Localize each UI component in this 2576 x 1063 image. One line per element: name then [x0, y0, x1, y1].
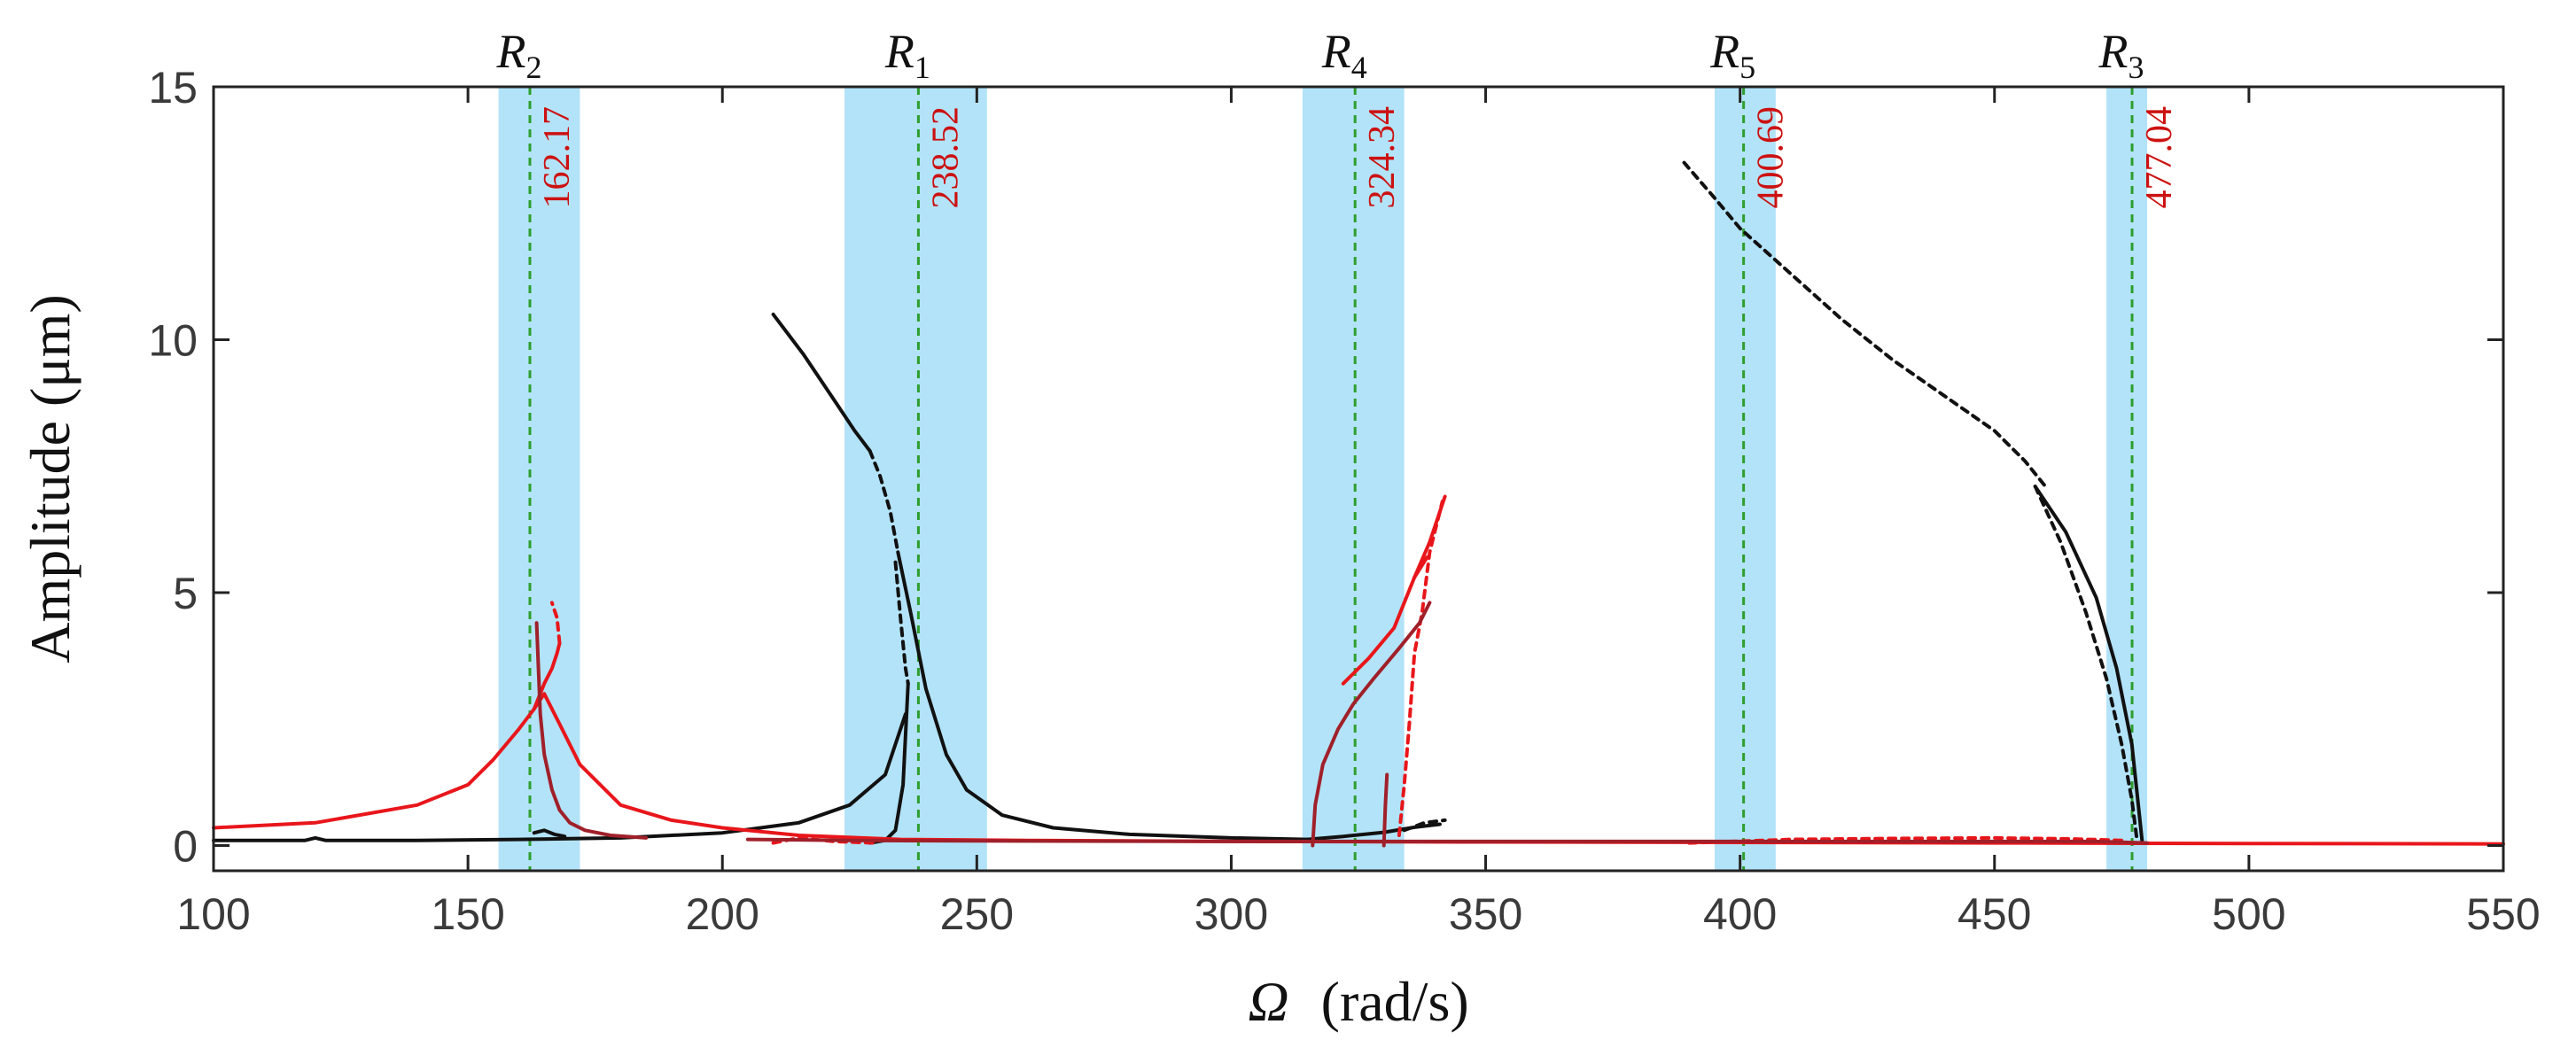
series-darkred-R4-right	[1381, 772, 1389, 848]
series-darkred-low	[745, 837, 2149, 845]
x-axis-symbol: Ω	[1248, 970, 1288, 1033]
resonance-band-R3	[2106, 87, 2148, 871]
y-axis-title: Amplitude (μm)	[19, 294, 82, 663]
resonance-band-R5	[1714, 87, 1776, 871]
series-black-baseline	[212, 712, 907, 842]
resonance-label-R3: R3	[2098, 25, 2144, 85]
series-lines	[212, 160, 2505, 848]
resonance-subscript: 1	[914, 50, 930, 85]
x-tick-label: 400	[1703, 889, 1777, 939]
x-tick-label: 450	[1957, 889, 2031, 939]
resonance-label-R4: R4	[1321, 25, 1367, 85]
x-tick-label: 250	[940, 889, 1014, 939]
x-tick-label: 350	[1449, 889, 1522, 939]
x-tick-label: 500	[2212, 889, 2285, 939]
resonance-subscript: 5	[1739, 50, 1755, 85]
series-black-R3-unstable	[2033, 485, 2139, 842]
series-black-R1-backbone-lower	[896, 550, 1310, 842]
y-tick-label: 10	[148, 315, 198, 365]
series-black-R4-small-unstable	[1402, 818, 1447, 833]
x-tick-label: 150	[431, 889, 504, 939]
series-darkred-R4-left	[1311, 601, 1432, 848]
axis-ticks: 100 150 200 250 300 350 400 450 500 550 0 5 10 15	[148, 63, 2540, 939]
series-black-R1-backbone-upper	[771, 312, 872, 454]
resonance-letter: R	[884, 25, 914, 78]
resonance-subscript: 4	[1351, 50, 1367, 85]
resonance-frequency-value: 324.34	[1362, 106, 1403, 209]
series-black-R3-upper	[1682, 160, 2048, 489]
x-tick-label: 200	[686, 889, 759, 939]
y-tick-label: 5	[173, 569, 198, 618]
resonance-subscript: 3	[2129, 50, 2144, 85]
series-black-R1-backbone-unstable	[868, 449, 900, 555]
resonance-letter: R	[1709, 25, 1739, 78]
x-tick-label: 550	[2466, 889, 2540, 939]
x-tick-label: 300	[1195, 889, 1268, 939]
resonance-letter: R	[1321, 25, 1351, 78]
series-black-R3-stable	[2033, 485, 2144, 842]
resonance-frequency-value: 238.52	[925, 106, 966, 209]
series-black-R1-unstable	[893, 560, 910, 686]
y-tick-label: 0	[173, 821, 198, 871]
resonance-label-R1: R1	[884, 25, 930, 85]
x-axis-unit: (rad/s)	[1321, 970, 1469, 1033]
resonance-label-R5: R5	[1709, 25, 1755, 85]
resonance-letter: R	[2098, 25, 2129, 78]
resonance-frequency-value: 477.04	[2139, 106, 2180, 209]
plot-frame	[212, 85, 2505, 873]
resonance-frequency-value: 162.17	[537, 106, 578, 209]
resonance-letter: R	[495, 25, 525, 78]
series-black-R2-small	[532, 828, 567, 839]
x-axis-title: Ω (rad/s)	[1248, 970, 1468, 1033]
resonance-bands	[498, 87, 2148, 871]
resonance-band-R4	[1302, 87, 1405, 871]
series-red-R2-loop-unstable	[549, 601, 562, 646]
series-red-R4-unstable	[1397, 500, 1444, 837]
resonance-band-R1	[844, 87, 987, 871]
resonance-subscript: 2	[525, 50, 541, 85]
resonance-frequency-value: 400.69	[1751, 106, 1792, 209]
x-tick-label: 100	[176, 889, 250, 939]
series-darkred-R2	[534, 621, 649, 840]
series-red-R4-top	[1413, 494, 1447, 579]
resonance-label-R2: R2	[495, 25, 541, 85]
y-tick-label: 15	[148, 63, 198, 113]
